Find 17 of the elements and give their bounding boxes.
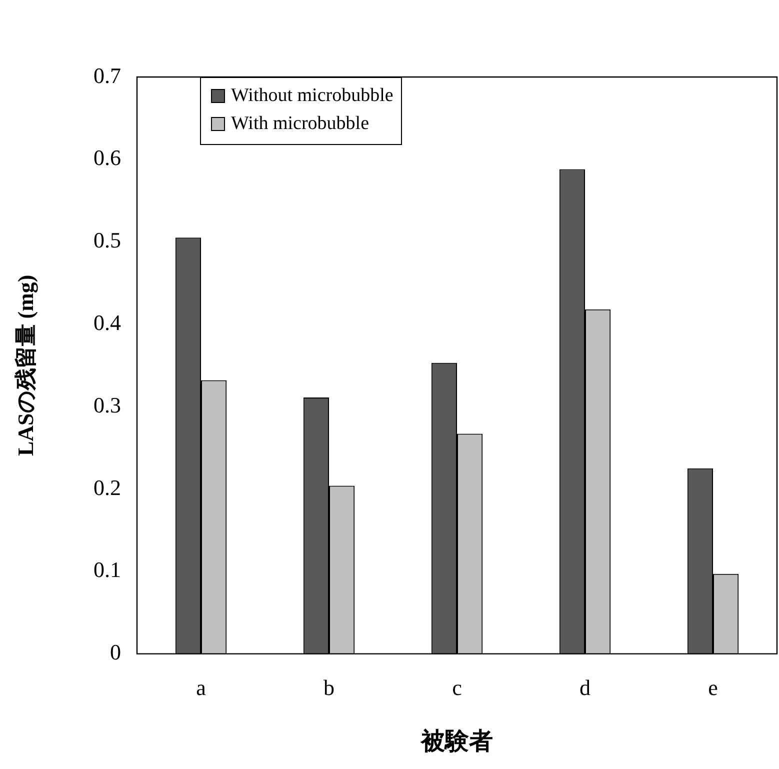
- y-tick-label: 0.1: [94, 557, 121, 582]
- y-tick-label: 0.2: [94, 474, 121, 500]
- legend-label: Without microbubble: [231, 85, 394, 107]
- y-tick-label: 0.5: [94, 228, 121, 253]
- y-tick-label: 0.3: [94, 392, 121, 418]
- x-tick-label: a: [196, 674, 206, 700]
- legend-label: With microbubble: [231, 113, 370, 135]
- y-axis-title: LASの残留量 (mg): [12, 274, 38, 456]
- x-tick-label: e: [708, 674, 718, 700]
- x-tick-label: b: [324, 674, 334, 700]
- x-axis-title: 被験者: [420, 728, 493, 755]
- y-tick-label: 0: [110, 640, 121, 665]
- y-tick-label: 0.4: [94, 310, 121, 335]
- x-tick-label: d: [580, 674, 590, 700]
- y-tick-label: 0.7: [94, 62, 121, 88]
- y-tick-label: 0.6: [94, 145, 121, 170]
- x-tick-label: c: [452, 674, 462, 700]
